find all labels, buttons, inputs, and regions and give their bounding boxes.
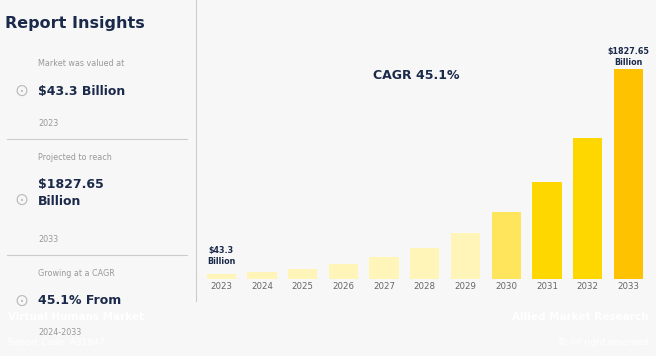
Bar (369, 257, 399, 279)
Text: Report Insights: Report Insights (5, 16, 145, 31)
Text: 2023: 2023 (38, 119, 58, 128)
Text: Market was valued at: Market was valued at (38, 59, 124, 68)
Bar (288, 269, 318, 279)
Text: $43.3 Billion: $43.3 Billion (38, 85, 125, 99)
Bar (207, 274, 236, 279)
Bar (532, 182, 562, 279)
Text: 2024-2033: 2024-2033 (38, 328, 81, 336)
Text: Report Code: A31847: Report Code: A31847 (8, 338, 104, 347)
Text: ⊙: ⊙ (14, 190, 28, 208)
Text: Projected to reach: Projected to reach (38, 153, 112, 162)
Text: $1827.65
Billion: $1827.65 Billion (38, 178, 104, 208)
Bar (573, 138, 602, 279)
Text: Growing at a CAGR: Growing at a CAGR (38, 269, 115, 278)
Bar (491, 212, 521, 279)
Text: 2033: 2033 (38, 235, 58, 244)
Text: ⊙: ⊙ (14, 82, 28, 100)
Bar (613, 69, 643, 279)
Text: Allied Market Research: Allied Market Research (512, 312, 648, 323)
Bar (247, 272, 277, 279)
Bar (451, 233, 480, 279)
Bar (329, 264, 358, 279)
Text: Virtual Humans Market: Virtual Humans Market (8, 312, 144, 323)
Text: 45.1% From: 45.1% From (38, 294, 121, 307)
Text: © All right reserved: © All right reserved (558, 338, 648, 347)
Text: ⊙: ⊙ (14, 292, 28, 310)
Text: CAGR 45.1%: CAGR 45.1% (373, 69, 460, 82)
Bar (410, 247, 440, 279)
Text: $43.3
Billion: $43.3 Billion (207, 246, 236, 266)
Text: $1827.65
Billion: $1827.65 Billion (607, 47, 649, 67)
